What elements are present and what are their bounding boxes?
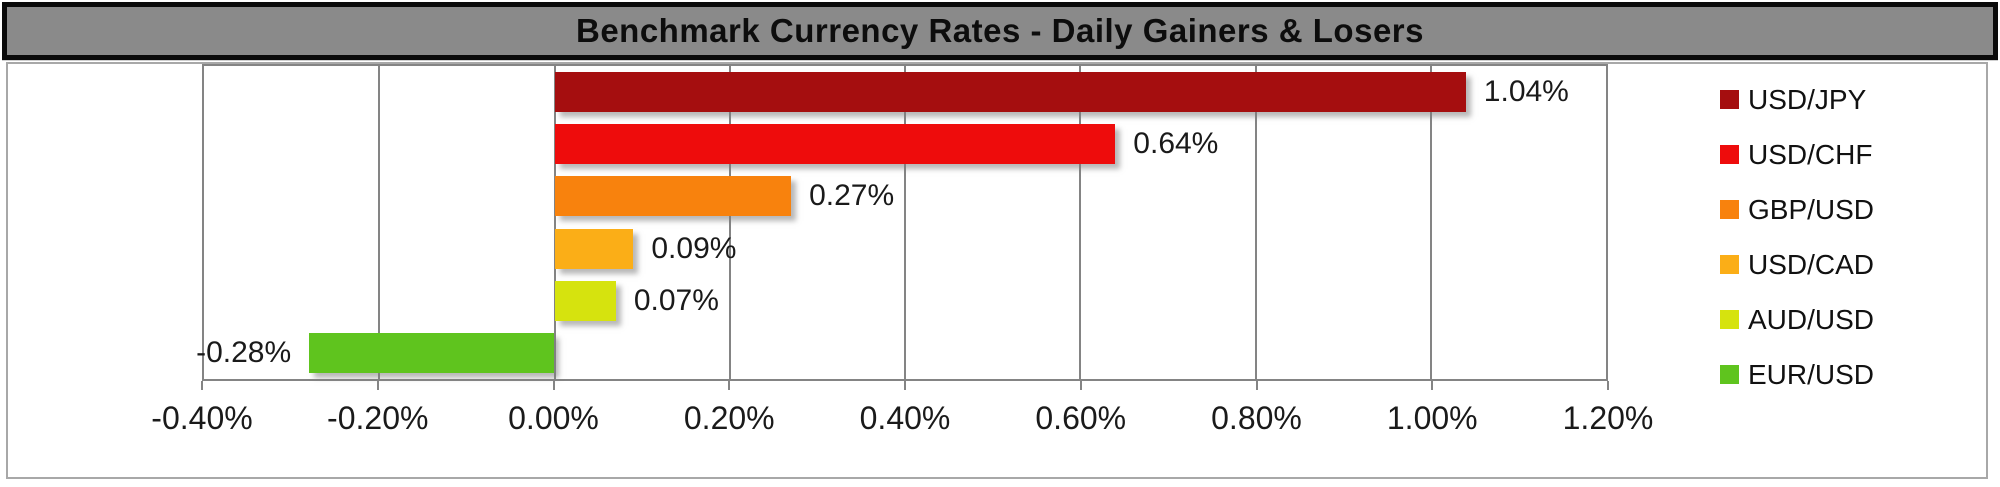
plot-area: 1.04% 0.64% 0.27% 0.09% 0.07% -0.28%	[196, 64, 1608, 381]
legend-item-gbp-usd: GBP/USD	[1720, 182, 1988, 237]
x-axis-tick	[1079, 381, 1082, 390]
bar-value-label: 0.27%	[809, 179, 895, 212]
gridline	[728, 66, 731, 379]
x-axis-tick	[1255, 381, 1258, 390]
bar-value-label: 0.07%	[633, 284, 719, 317]
chart-title: Benchmark Currency Rates - Daily Gainers…	[575, 12, 1424, 49]
bar-usd-jpy	[554, 72, 1466, 112]
x-axis-tick	[1431, 381, 1434, 390]
x-axis-labels: -0.40% -0.20% 0.00% 0.20% 0.40% 0.60% 0.80% 1.0…	[151, 400, 1653, 442]
x-axis-tick	[552, 381, 555, 390]
x-axis-tick	[201, 381, 203, 390]
bar-value-label: 0.09%	[651, 232, 737, 265]
legend-swatch	[1720, 145, 1739, 164]
x-axis-tick	[376, 381, 379, 390]
chart-area: 1.04% 0.64% 0.27% 0.09% 0.07% -0.28% -0.40% -0…	[6, 62, 1988, 479]
legend-swatch	[1720, 90, 1739, 109]
legend-item-aud-usd: AUD/USD	[1720, 292, 1988, 347]
gridline	[553, 66, 556, 379]
legend-item-usd-cad: USD/CAD	[1720, 237, 1988, 292]
legend-swatch	[1720, 255, 1739, 274]
x-axis-tick-label: 1.00%	[1386, 400, 1478, 436]
chart-title-bar: Benchmark Currency Rates - Daily Gainers…	[2, 2, 1998, 60]
x-axis-tick-label: -0.40%	[151, 400, 253, 436]
bar-eur-usd	[309, 333, 555, 373]
x-axis-tick-label: -0.20%	[327, 400, 429, 436]
x-axis-tick-label: 0.40%	[859, 400, 951, 436]
bar-usd-chf	[554, 124, 1116, 164]
gridline	[378, 66, 381, 379]
legend-label: EUR/USD	[1748, 358, 1875, 390]
bar-value-label: 0.64%	[1133, 127, 1219, 160]
x-axis-tick-label: 0.20%	[683, 400, 775, 436]
bar-aud-usd	[554, 281, 616, 321]
x-axis-tick-label: 0.00%	[508, 400, 599, 436]
x-axis-tick	[728, 381, 731, 390]
gridline	[1079, 66, 1082, 379]
x-axis-tick-label: 0.80%	[1211, 400, 1302, 436]
legend-swatch	[1720, 200, 1739, 219]
bar-gbp-usd	[554, 176, 792, 216]
legend-swatch	[1720, 365, 1739, 384]
gridline	[1429, 66, 1432, 379]
legend-label: GBP/USD	[1748, 193, 1875, 225]
x-axis-tick-label: 1.20%	[1562, 400, 1654, 436]
x-axis-tick	[904, 381, 906, 390]
legend-swatch	[1720, 310, 1739, 329]
x-axis-tick	[1607, 381, 1609, 390]
chart-legend: USD/JPY USD/CHF GBP/USD USD/CAD AUD/USD EUR/U…	[1720, 72, 1988, 402]
gridline	[904, 66, 906, 379]
bar-value-label: -0.28%	[196, 336, 292, 369]
bar-usd-cad	[554, 229, 634, 269]
legend-item-usd-jpy: USD/JPY	[1720, 72, 1988, 127]
bar-value-label: 1.04%	[1483, 75, 1569, 108]
legend-label: USD/CHF	[1748, 138, 1873, 170]
legend-label: USD/CAD	[1748, 248, 1875, 280]
legend-item-eur-usd: EUR/USD	[1720, 347, 1988, 402]
legend-label: AUD/USD	[1748, 303, 1875, 335]
x-axis-ticks	[201, 381, 1609, 390]
x-axis-tick-label: 0.60%	[1035, 400, 1127, 436]
legend-label: USD/JPY	[1748, 83, 1867, 115]
legend-item-usd-chf: USD/CHF	[1720, 127, 1988, 182]
gridline	[1254, 66, 1257, 379]
